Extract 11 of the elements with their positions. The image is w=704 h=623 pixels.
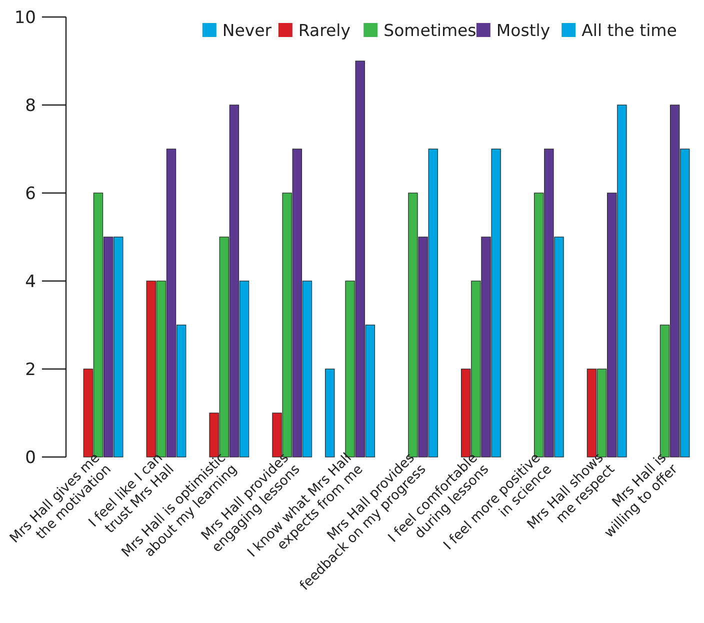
legend-label: Never: [222, 20, 272, 40]
legend-label: Sometimes: [384, 20, 476, 40]
y-tick-label: 10: [14, 8, 36, 28]
y-tick-label: 6: [25, 184, 36, 204]
y-tick-label: 2: [25, 360, 36, 380]
y-tick-label: 8: [25, 96, 36, 116]
y-tick-label: 4: [25, 272, 36, 292]
legend-label: Mostly: [496, 20, 550, 40]
y-tick-label: 0: [25, 448, 36, 468]
legend-label: All the time: [582, 20, 677, 40]
legend-label: Rarely: [298, 20, 351, 40]
